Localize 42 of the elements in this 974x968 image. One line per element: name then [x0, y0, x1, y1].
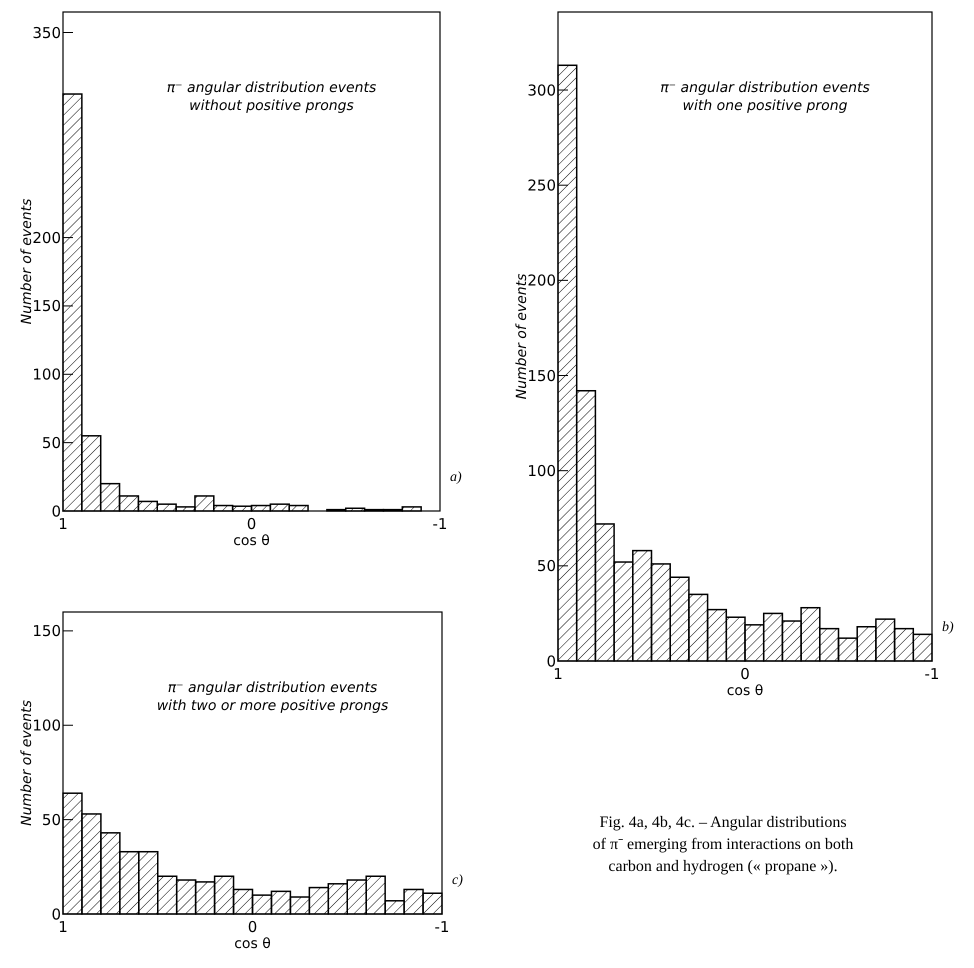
y-tick-label: 300: [527, 81, 556, 100]
x-tick-label: -1: [434, 918, 450, 936]
y-tick-label: 150: [527, 366, 556, 385]
x-axis-title: cos θ: [726, 683, 764, 699]
text: with two or more positive prongs: [156, 698, 388, 714]
y-tick-label: 0: [51, 502, 61, 520]
text: π⁻ angular distribution events: [168, 680, 378, 696]
y-tick-label: 150: [32, 297, 61, 316]
y-tick-label: 100: [32, 716, 61, 734]
x-axis-title: cos θ: [233, 533, 270, 549]
y-tick-label: 50: [42, 434, 61, 452]
x-tick-label: 0: [740, 665, 750, 683]
y-tick-label: 50: [536, 557, 556, 576]
y-tick-label: 50: [42, 810, 61, 829]
text: π⁻ angular distribution events: [166, 80, 376, 96]
y-tick-label: 250: [527, 176, 556, 194]
x-tick-label: -1: [924, 665, 940, 683]
x-axis-title: cos θ: [234, 936, 271, 952]
x-tick-label: 1: [58, 918, 68, 936]
text: a): [450, 470, 462, 485]
y-tick-label: 350: [32, 24, 61, 42]
y-tick-label: 100: [527, 462, 556, 480]
x-tick-label: 0: [248, 918, 258, 936]
text: π⁻ angular distribution events: [660, 80, 870, 96]
y-tick-label: 0: [51, 905, 61, 924]
y-tick-label: 0: [546, 652, 556, 670]
x-tick-label: 1: [58, 515, 68, 533]
y-tick-label: 150: [32, 622, 61, 640]
caption: Fig. 4a, 4b, 4c. – Angular distributions of π⁻ emerging from interactions on both carbon and hydrogen (« propane »).: [592, 814, 854, 875]
x-tick-label: 0: [246, 515, 256, 533]
y-tick-label: 200: [32, 228, 61, 247]
text: b): [942, 620, 954, 635]
y-axis-title: Number of events: [19, 700, 35, 826]
y-axis-title: Number of events: [514, 274, 530, 400]
text: without positive prongs: [189, 98, 354, 114]
y-axis-title: Number of events: [19, 198, 35, 324]
text: c): [452, 873, 464, 888]
y-tick-label: 100: [32, 366, 61, 384]
y-tick-label: 200: [527, 272, 556, 290]
x-tick-label: -1: [432, 515, 448, 533]
text: with one positive prong: [682, 98, 848, 114]
x-tick-label: 1: [553, 665, 563, 683]
